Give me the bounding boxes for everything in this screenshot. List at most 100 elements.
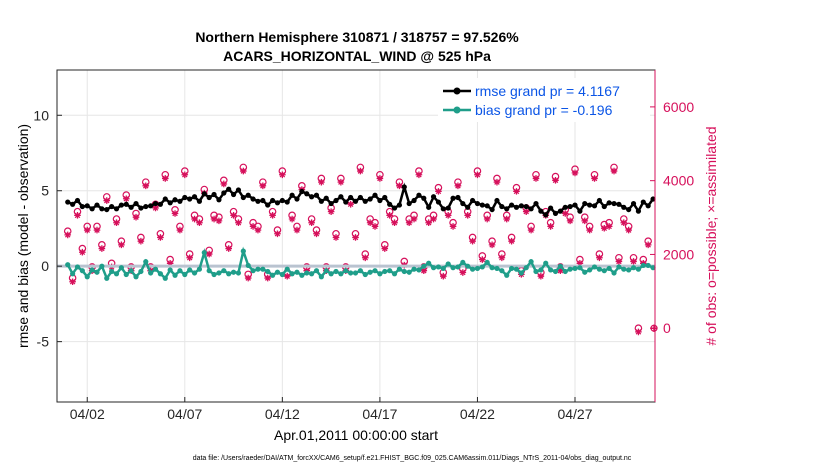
bias-marker	[601, 268, 607, 274]
rmse-marker	[104, 206, 110, 213]
bias-marker	[411, 266, 417, 272]
bias-marker	[304, 270, 310, 276]
y-axis-right-label: # of obs: o=possible; ×=assimilated	[703, 126, 719, 345]
rmse-marker	[123, 201, 129, 207]
legend-bias-marker	[453, 106, 461, 114]
bias-marker	[74, 264, 81, 270]
nobs-assimilated-marker	[225, 245, 232, 252]
nobs-assimilated-marker	[313, 230, 320, 238]
rmse-marker	[450, 195, 456, 201]
bias-marker	[177, 268, 183, 274]
nobs-assimilated-marker	[152, 204, 159, 212]
rmse-marker	[138, 205, 144, 211]
nobs-assimilated-marker	[610, 167, 618, 175]
bias-marker	[206, 268, 212, 274]
rmse-marker	[601, 203, 607, 210]
rmse-marker	[508, 202, 515, 208]
y-axis-label: rmse and bias (model - observation)	[15, 124, 31, 348]
left-tick-label: 10	[33, 107, 49, 123]
bias-marker	[152, 266, 159, 272]
nobs-assimilated-marker	[220, 180, 228, 188]
nobs-assimilated-marker	[576, 259, 584, 267]
rmse-marker	[372, 192, 378, 198]
rmse-marker	[313, 192, 320, 198]
bias-marker	[148, 270, 154, 276]
rmse-marker	[304, 191, 310, 197]
x-tick-label: 04/02	[70, 406, 105, 422]
bias-marker	[191, 270, 198, 276]
chart-title: Northern Hemisphere 310871 / 318757 = 97…	[195, 29, 519, 45]
bias-marker	[606, 265, 612, 272]
rmse-marker	[230, 191, 237, 198]
nobs-assimilated-marker	[113, 219, 120, 227]
nobs-assimilated-marker	[264, 274, 272, 282]
bias-marker	[245, 262, 251, 269]
nobs-assimilated-marker	[591, 175, 598, 182]
nobs-assimilated-marker	[444, 212, 452, 219]
bias-marker	[250, 268, 256, 274]
bias-marker	[465, 263, 471, 269]
bias-marker	[572, 265, 578, 272]
nobs-assimilated-marker	[103, 197, 111, 204]
bias-marker	[143, 259, 149, 265]
bias-marker	[348, 270, 354, 276]
rmse-marker	[538, 208, 544, 214]
rmse-marker	[294, 196, 300, 202]
bias-marker	[162, 275, 168, 281]
rmse-marker	[494, 197, 500, 204]
bias-marker	[318, 274, 324, 280]
rmse-marker	[352, 198, 359, 204]
rmse-marker	[84, 203, 90, 209]
nobs-assimilated-marker	[288, 215, 296, 223]
x-ticks: 04/02 04/07 04/12 04/17 04/22 04/27	[70, 397, 593, 422]
rmse-marker	[635, 208, 642, 214]
rmse-marker	[465, 204, 471, 210]
rmse-marker	[109, 203, 115, 210]
rmse-marker	[391, 205, 398, 211]
x-axis-label: Apr.01,2011 00:00:00 start	[274, 427, 438, 443]
bias-marker	[548, 267, 554, 273]
nobs-assimilated-marker	[459, 269, 467, 276]
nobs-assimilated-marker	[644, 241, 652, 249]
bias-marker	[211, 271, 217, 278]
bias-marker	[377, 271, 383, 277]
nobs-assimilated-marker	[132, 213, 140, 221]
left-ticks: -5 0 5 10	[33, 107, 62, 350]
bias-marker	[445, 261, 451, 267]
nobs-assimilated-marker	[415, 171, 423, 179]
bias-marker	[401, 268, 407, 275]
rmse-marker	[543, 212, 549, 218]
bias-marker	[494, 265, 500, 272]
rmse-marker	[211, 191, 217, 198]
rmse-marker	[357, 194, 363, 201]
right-tick-label: 2000	[663, 246, 694, 262]
rmse-marker	[401, 184, 407, 190]
nobs-assimilated-marker	[386, 212, 393, 219]
bias-marker	[294, 269, 300, 275]
nobs-assimilated-marker	[430, 215, 437, 223]
rmse-marker	[396, 202, 403, 208]
rmse-marker	[201, 191, 207, 197]
rmse-marker	[323, 195, 329, 201]
bias-marker	[216, 270, 222, 276]
nobs-assimilated-marker	[454, 182, 462, 190]
bias-marker	[650, 265, 656, 271]
rmse-marker	[411, 197, 417, 204]
rmse-marker	[567, 203, 573, 210]
rmse-marker	[533, 200, 539, 207]
nobs-assimilated-marker	[508, 237, 515, 245]
nobs-assimilated-marker	[488, 241, 496, 249]
bias-marker	[333, 268, 339, 275]
bias-marker	[274, 269, 281, 275]
bias-marker	[543, 260, 549, 266]
rmse-marker	[65, 199, 71, 205]
bias-marker	[523, 265, 529, 271]
bias-marker	[70, 271, 76, 277]
bias-marker	[474, 265, 481, 272]
rmse-marker	[523, 203, 529, 210]
bias-marker	[611, 270, 617, 276]
nobs-assimilated-marker	[586, 226, 593, 234]
nobs-assimilated-marker	[191, 215, 198, 223]
bias-marker	[338, 271, 344, 277]
